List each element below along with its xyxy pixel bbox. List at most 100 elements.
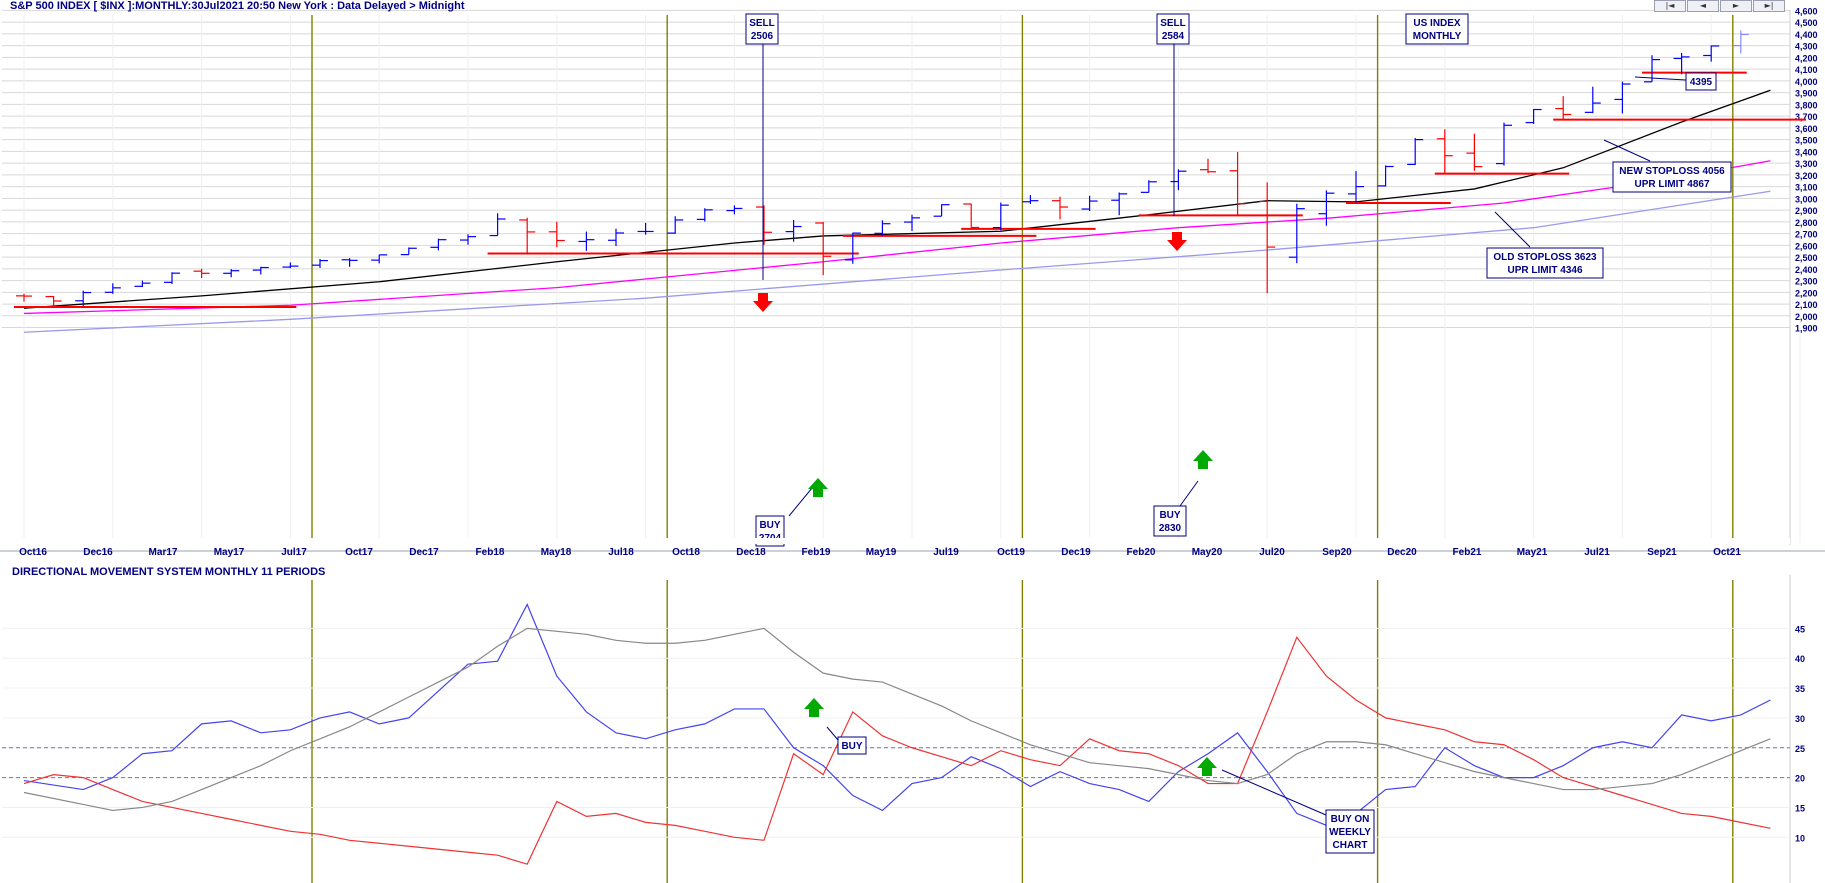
dms-y-tick-label: 30	[1795, 714, 1805, 724]
ohlc-bar	[1052, 196, 1068, 220]
ohlc-bar	[1348, 170, 1364, 203]
last-price-pointer	[1634, 76, 1687, 81]
price-x-tick-label: Oct16	[19, 547, 47, 558]
price-x-tick-label: May19	[866, 547, 897, 558]
ohlc-bar	[164, 272, 180, 284]
sell-2584-callout-text: 2584	[1162, 31, 1185, 42]
nav-next-button[interactable]: ►	[1720, 0, 1752, 12]
ohlc-bar	[963, 203, 980, 229]
ohlc-bar	[904, 214, 920, 231]
ohlc-bar	[578, 231, 595, 251]
sell-2584-callout-box	[1156, 13, 1190, 45]
price-x-tick-label: Feb20	[1127, 547, 1156, 558]
dms-buy-callout-text: BUY	[841, 741, 862, 752]
us-index-callout-text: MONTHLY	[1413, 31, 1462, 42]
price-y-tick-label: 3,300	[1795, 159, 1818, 169]
ohlc-bar	[815, 221, 832, 276]
dms-buy-weekly-callout-box	[1325, 809, 1375, 854]
ohlc-bar	[1525, 108, 1542, 124]
price-y-tick-label: 4,500	[1795, 18, 1818, 28]
old-stoploss-pointer	[1494, 211, 1531, 248]
sell-2506-callout-text: SELL	[749, 18, 775, 29]
dms-series-line-gray	[23, 627, 1771, 812]
ohlc-bar	[400, 247, 417, 256]
price-y-tick-label: 1,900	[1795, 324, 1818, 334]
price-y-tick-label: 2,300	[1795, 277, 1818, 287]
last-price-callout-text: 4395	[1690, 77, 1713, 88]
dms-buy-up-arrow	[804, 698, 824, 717]
price-y-tick-label: 2,400	[1795, 265, 1818, 275]
ohlc-bar	[1111, 192, 1128, 216]
new-stoploss-callout-text: NEW STOPLOSS 4056	[1619, 166, 1725, 177]
ohlc-bar	[1644, 55, 1660, 83]
dms-y-tick-label: 20	[1795, 774, 1805, 784]
ohlc-bar	[1673, 52, 1690, 75]
ohlc-bar	[312, 258, 328, 268]
ohlc-bar	[16, 293, 32, 302]
price-x-tick-label: Feb19	[802, 547, 831, 558]
ohlc-bar	[282, 262, 299, 269]
price-y-tick-label: 2,600	[1795, 241, 1818, 251]
price-x-tick-label: Oct19	[997, 547, 1025, 558]
nav-last-button[interactable]: ►|	[1753, 0, 1785, 12]
moving-average-line	[23, 89, 1771, 309]
price-x-tick-label: Dec16	[83, 547, 113, 558]
price-x-tick-label: May18	[541, 547, 572, 558]
price-x-tick-label: Oct21	[1713, 547, 1741, 558]
price-y-tick-label: 2,700	[1795, 230, 1818, 240]
ohlc-bar	[430, 238, 447, 251]
ohlc-bar	[785, 220, 802, 242]
dms-panel-title: DIRECTIONAL MOVEMENT SYSTEM MONTHLY 11 P…	[12, 566, 326, 578]
ohlc-bar	[844, 232, 861, 264]
price-y-tick-label: 2,100	[1795, 300, 1818, 310]
ohlc-bar	[223, 269, 240, 278]
buy-2830-callout-text: BUY	[1159, 510, 1180, 521]
price-y-tick-label: 2,000	[1795, 312, 1818, 322]
price-y-tick-label: 3,600	[1795, 124, 1818, 134]
ohlc-bar	[489, 213, 506, 237]
price-x-tick-label: Mar17	[149, 547, 178, 558]
price-y-tick-label: 3,000	[1795, 194, 1818, 204]
price-x-tick-label: Jul21	[1584, 547, 1610, 558]
ohlc-bar	[1140, 180, 1157, 193]
price-y-tick-label: 4,400	[1795, 30, 1818, 40]
ohlc-bar	[519, 217, 536, 254]
price-x-tick-label: May21	[1517, 547, 1548, 558]
old-stoploss-callout-text: UPR LIMIT 4346	[1507, 265, 1582, 276]
price-y-tick-label: 3,500	[1795, 136, 1818, 146]
sell-2584-callout-text: SELL	[1160, 18, 1186, 29]
ohlc-bar	[1407, 137, 1424, 165]
ohlc-bar	[104, 283, 121, 294]
nav-first-button[interactable]: |◄	[1654, 0, 1686, 12]
ohlc-bar	[1259, 182, 1276, 294]
ohlc-bar	[1200, 158, 1216, 174]
price-x-tick-label: Oct17	[345, 547, 373, 558]
price-x-tick-label: Feb18	[476, 547, 505, 558]
ohlc-bar	[992, 202, 1009, 231]
old-stoploss-callout-box	[1486, 247, 1604, 279]
price-y-tick-label: 3,100	[1795, 183, 1818, 193]
price-x-tick-label: May20	[1192, 547, 1223, 558]
price-x-tick-label: Dec18	[736, 547, 766, 558]
ohlc-bar	[341, 258, 358, 267]
sell-2506-callout-box	[745, 13, 779, 45]
price-y-tick-label: 2,800	[1795, 218, 1818, 228]
buy-2830-callout-box	[1153, 505, 1187, 537]
ohlc-bar	[933, 204, 950, 217]
price-y-tick-label: 3,200	[1795, 171, 1818, 181]
ohlc-bar	[193, 268, 210, 278]
price-y-tick-label: 3,900	[1795, 89, 1818, 99]
ohlc-bar	[1614, 81, 1631, 114]
price-x-tick-label: May17	[214, 547, 245, 558]
ohlc-bar	[371, 254, 388, 264]
price-y-tick-label: 3,800	[1795, 100, 1818, 110]
ohlc-bar	[726, 205, 743, 215]
dms-series-line-blue	[23, 603, 1771, 827]
dms-buy-weekly-callout-text: BUY ON	[1331, 814, 1370, 825]
nav-prev-button[interactable]: ◄	[1687, 0, 1719, 12]
ohlc-bar	[1288, 203, 1305, 264]
price-y-tick-label: 2,900	[1795, 206, 1818, 216]
moving-average-line	[23, 190, 1771, 333]
ohlc-bar	[1377, 165, 1394, 187]
price-y-tick-label: 4,600	[1795, 6, 1818, 16]
